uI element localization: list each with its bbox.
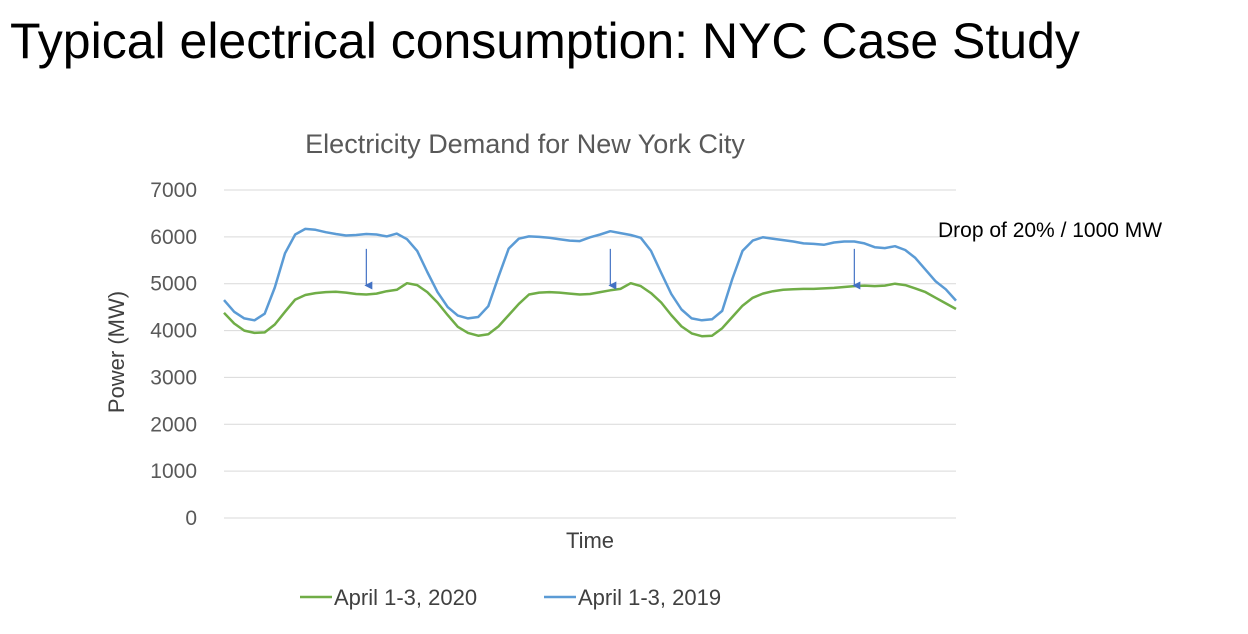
legend-label-2019: April 1-3, 2019 — [578, 585, 721, 610]
y-tick-labels: 0 1000 2000 3000 4000 5000 6000 7000 — [150, 179, 197, 530]
legend: April 1-3, 2020 April 1-3, 2019 — [300, 585, 721, 610]
y-tick-label: 2000 — [150, 413, 197, 436]
y-tick-label: 0 — [185, 507, 197, 530]
gridlines — [224, 189, 956, 519]
y-tick-label: 6000 — [150, 226, 197, 249]
y-axis-label: Power (MW) — [104, 291, 129, 413]
series-line-2020 — [223, 281, 957, 338]
legend-label-2020: April 1-3, 2020 — [334, 585, 477, 610]
drop-arrows — [364, 248, 861, 290]
series-lines — [223, 227, 957, 338]
drop-annotation: Drop of 20% / 1000 MW — [938, 219, 1162, 242]
series-line-2019 — [223, 227, 957, 322]
chart-title: Electricity Demand for New York City — [305, 129, 745, 159]
y-tick-label: 4000 — [150, 320, 197, 343]
y-tick-label: 3000 — [150, 366, 197, 389]
slide-title: Typical electrical consumption: NYC Case… — [10, 13, 1080, 69]
y-tick-label: 7000 — [150, 179, 197, 202]
x-axis-label: Time — [566, 528, 614, 553]
y-tick-label: 5000 — [150, 273, 197, 296]
y-tick-label: 1000 — [150, 460, 197, 483]
